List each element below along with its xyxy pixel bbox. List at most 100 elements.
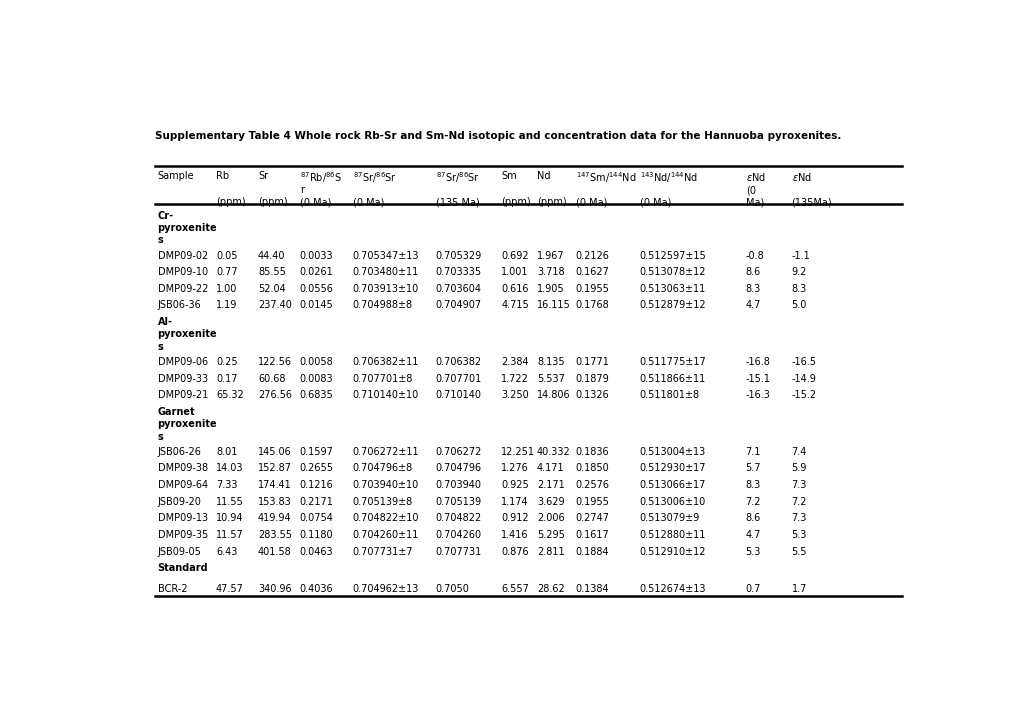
Text: 47.57: 47.57: [216, 584, 244, 594]
Text: 0.512930±17: 0.512930±17: [639, 464, 705, 473]
Text: 0.703940: 0.703940: [435, 480, 481, 490]
Text: Al-
pyroxenite
s: Al- pyroxenite s: [157, 317, 217, 352]
Text: 0.513078±12: 0.513078±12: [639, 267, 705, 277]
Text: DMP09-38: DMP09-38: [157, 464, 208, 473]
Text: Standard: Standard: [157, 563, 208, 573]
Text: 1.722: 1.722: [501, 374, 529, 384]
Text: 0.2171: 0.2171: [300, 497, 333, 507]
Text: -1.1: -1.1: [791, 251, 809, 261]
Text: (ppm): (ppm): [258, 197, 287, 207]
Text: (0 Ma): (0 Ma): [575, 197, 606, 207]
Text: BCR-2: BCR-2: [157, 584, 186, 594]
Text: 0.706272: 0.706272: [435, 446, 482, 456]
Text: 0.513066±17: 0.513066±17: [639, 480, 705, 490]
Text: 5.295: 5.295: [536, 530, 565, 540]
Text: (ppm): (ppm): [216, 197, 246, 207]
Text: 0.513079±9: 0.513079±9: [639, 513, 699, 523]
Text: 11.57: 11.57: [216, 530, 244, 540]
Text: 2.384: 2.384: [501, 357, 529, 367]
Text: 0.707731: 0.707731: [435, 546, 482, 557]
Text: DMP09-13: DMP09-13: [157, 513, 208, 523]
Text: 8.3: 8.3: [745, 480, 760, 490]
Text: 8.135: 8.135: [536, 357, 565, 367]
Text: -15.1: -15.1: [745, 374, 770, 384]
Text: DMP09-06: DMP09-06: [157, 357, 208, 367]
Text: 9.2: 9.2: [791, 267, 806, 277]
Text: 0.1955: 0.1955: [575, 497, 609, 507]
Text: 3.718: 3.718: [536, 267, 565, 277]
Text: $^{87}$Sr/$^{86}$Sr: $^{87}$Sr/$^{86}$Sr: [353, 171, 396, 186]
Text: (0: (0: [745, 185, 755, 195]
Text: 7.3: 7.3: [791, 513, 806, 523]
Text: 0.0058: 0.0058: [300, 357, 333, 367]
Text: 0.703480±11: 0.703480±11: [353, 267, 419, 277]
Text: 0.513063±11: 0.513063±11: [639, 284, 705, 294]
Text: 8.3: 8.3: [745, 284, 760, 294]
Text: 0.2655: 0.2655: [300, 464, 333, 473]
Text: 340.96: 340.96: [258, 584, 291, 594]
Text: 0.707701±8: 0.707701±8: [353, 374, 413, 384]
Text: 0.25: 0.25: [216, 357, 237, 367]
Text: 0.925: 0.925: [501, 480, 529, 490]
Text: (0 Ma): (0 Ma): [639, 197, 671, 207]
Text: 60.68: 60.68: [258, 374, 285, 384]
Text: 4.7: 4.7: [745, 530, 760, 540]
Text: 5.537: 5.537: [536, 374, 565, 384]
Text: 7.33: 7.33: [216, 480, 237, 490]
Text: 0.876: 0.876: [501, 546, 529, 557]
Text: 1.416: 1.416: [501, 530, 529, 540]
Text: 401.58: 401.58: [258, 546, 291, 557]
Text: 0.6835: 0.6835: [300, 390, 333, 400]
Text: 7.1: 7.1: [745, 446, 760, 456]
Text: 0.705139: 0.705139: [435, 497, 481, 507]
Text: 0.1771: 0.1771: [575, 357, 609, 367]
Text: -16.5: -16.5: [791, 357, 816, 367]
Text: 0.704260±11: 0.704260±11: [353, 530, 419, 540]
Text: 145.06: 145.06: [258, 446, 291, 456]
Text: -16.8: -16.8: [745, 357, 769, 367]
Text: 85.55: 85.55: [258, 267, 285, 277]
Text: 8.6: 8.6: [745, 513, 760, 523]
Text: -16.3: -16.3: [745, 390, 769, 400]
Text: 0.704822±10: 0.704822±10: [353, 513, 419, 523]
Text: Nd: Nd: [536, 171, 550, 181]
Text: 0.616: 0.616: [501, 284, 529, 294]
Text: 0.1326: 0.1326: [575, 390, 609, 400]
Text: 4.171: 4.171: [536, 464, 565, 473]
Text: 122.56: 122.56: [258, 357, 291, 367]
Text: 276.56: 276.56: [258, 390, 291, 400]
Text: Sr: Sr: [258, 171, 268, 181]
Text: 2.006: 2.006: [536, 513, 565, 523]
Text: 8.01: 8.01: [216, 446, 237, 456]
Text: 0.1627: 0.1627: [575, 267, 609, 277]
Text: 0.1879: 0.1879: [575, 374, 609, 384]
Text: 5.9: 5.9: [791, 464, 806, 473]
Text: 0.512879±12: 0.512879±12: [639, 300, 706, 310]
Text: 0.513006±10: 0.513006±10: [639, 497, 705, 507]
Text: 0.703940±10: 0.703940±10: [353, 480, 419, 490]
Text: Garnet
pyroxenite
s: Garnet pyroxenite s: [157, 407, 217, 441]
Text: 0.706382: 0.706382: [435, 357, 481, 367]
Text: DMP09-35: DMP09-35: [157, 530, 208, 540]
Text: 0.704988±8: 0.704988±8: [353, 300, 413, 310]
Text: DMP09-21: DMP09-21: [157, 390, 208, 400]
Text: 0.0556: 0.0556: [300, 284, 333, 294]
Text: 0.1768: 0.1768: [575, 300, 609, 310]
Text: 0.0033: 0.0033: [300, 251, 333, 261]
Text: 0.77: 0.77: [216, 267, 237, 277]
Text: 0.704907: 0.704907: [435, 300, 481, 310]
Text: $\varepsilon$Nd: $\varepsilon$Nd: [791, 171, 810, 183]
Text: 4.715: 4.715: [501, 300, 529, 310]
Text: 7.4: 7.4: [791, 446, 806, 456]
Text: 0.704796±8: 0.704796±8: [353, 464, 413, 473]
Text: $\varepsilon$Nd: $\varepsilon$Nd: [745, 171, 765, 183]
Text: Rb: Rb: [216, 171, 229, 181]
Text: JSB09-20: JSB09-20: [157, 497, 201, 507]
Text: Supplementary Table 4 Whole rock Rb-Sr and Sm-Nd isotopic and concentration data: Supplementary Table 4 Whole rock Rb-Sr a…: [155, 131, 841, 140]
Text: 0.512910±12: 0.512910±12: [639, 546, 705, 557]
Text: 0.511801±8: 0.511801±8: [639, 390, 699, 400]
Text: 0.710140: 0.710140: [435, 390, 481, 400]
Text: 0.1597: 0.1597: [300, 446, 333, 456]
Text: 0.705139±8: 0.705139±8: [353, 497, 413, 507]
Text: 0.2576: 0.2576: [575, 480, 609, 490]
